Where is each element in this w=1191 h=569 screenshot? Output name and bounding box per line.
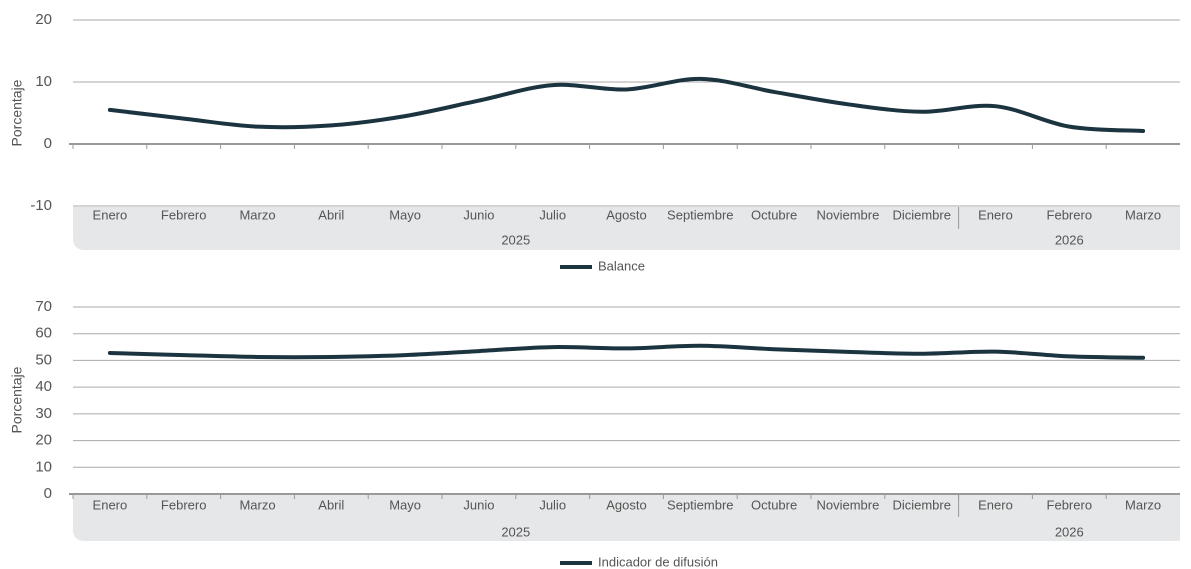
x-tick-label: Julio (539, 207, 566, 222)
x-tick-label: Octubre (751, 207, 797, 222)
y-axis-label: Porcentaje (9, 366, 25, 433)
category-band (73, 495, 1180, 541)
x-tick-label: Diciembre (892, 497, 951, 512)
x-tick-label: Septiembre (667, 207, 733, 222)
y-tick-label: 20 (35, 432, 52, 449)
x-tick-label: Febrero (1047, 207, 1093, 222)
x-tick-label: Diciembre (892, 207, 951, 222)
x-tick-label: Mayo (389, 207, 421, 222)
x-tick-label: Junio (463, 497, 494, 512)
y-tick-label: -10 (30, 197, 52, 214)
y-tick-label: 60 (35, 325, 52, 342)
x-tick-label: Mayo (389, 497, 421, 512)
y-tick-label: 40 (35, 378, 52, 395)
y-tick-label: 50 (35, 351, 52, 368)
x-tick-label: Noviembre (816, 497, 879, 512)
group-label: 2025 (501, 524, 530, 539)
x-tick-label: Abril (318, 497, 344, 512)
x-tick-label: Junio (463, 207, 494, 222)
x-tick-label: Agosto (606, 497, 646, 512)
group-label: 2025 (501, 232, 530, 247)
x-tick-label: Febrero (161, 497, 207, 512)
x-tick-label: Enero (978, 497, 1013, 512)
x-tick-label: Febrero (161, 207, 207, 222)
y-tick-label: 30 (35, 405, 52, 422)
y-tick-label: 70 (35, 298, 52, 315)
x-tick-label: Agosto (606, 207, 646, 222)
legend-label: Balance (598, 258, 645, 273)
x-tick-label: Marzo (1125, 497, 1161, 512)
y-axis-label: Porcentaje (9, 79, 25, 146)
y-tick-label: 0 (44, 485, 52, 502)
x-tick-label: Octubre (751, 497, 797, 512)
x-tick-label: Enero (978, 207, 1013, 222)
y-tick-label: 10 (35, 458, 52, 475)
y-tick-label: 0 (44, 135, 52, 152)
x-tick-label: Abril (318, 207, 344, 222)
x-tick-label: Noviembre (816, 207, 879, 222)
x-tick-label: Marzo (239, 497, 275, 512)
x-tick-label: Marzo (1125, 207, 1161, 222)
series-line (107, 343, 1146, 360)
x-tick-label: Febrero (1047, 497, 1093, 512)
group-label: 2026 (1055, 524, 1084, 539)
x-tick-label: Marzo (239, 207, 275, 222)
y-tick-label: 10 (35, 73, 52, 90)
y-tick-label: 20 (35, 11, 52, 28)
x-tick-label: Enero (93, 497, 128, 512)
category-band (73, 207, 1180, 250)
series-line (107, 76, 1146, 133)
group-label: 2026 (1055, 232, 1084, 247)
x-tick-label: Enero (93, 207, 128, 222)
legend-label: Indicador de difusión (598, 554, 718, 569)
x-tick-label: Julio (539, 497, 566, 512)
x-tick-label: Septiembre (667, 497, 733, 512)
